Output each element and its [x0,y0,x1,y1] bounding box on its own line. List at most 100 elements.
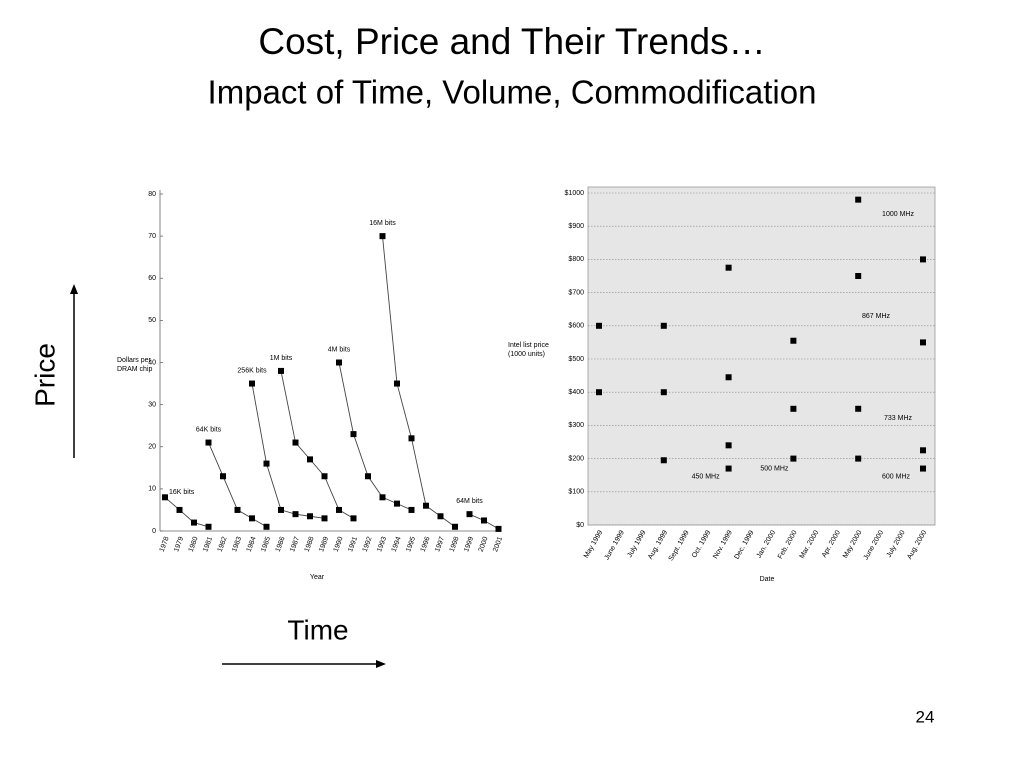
x-tick-label: 1998 [449,536,461,553]
x-tick-label: Aug. 1999 [647,529,669,560]
y-tick-label: $1000 [565,190,585,197]
data-point [660,322,667,329]
series-label: 450 MHz [692,473,721,480]
x-tick-label: Sept. 1999 [668,529,691,562]
y-tick-label: $700 [568,289,584,296]
y-tick-label: $800 [568,256,584,263]
x-tick-label: 2001 [492,536,504,553]
x-tick-label: 1980 [188,536,200,553]
data-point [920,339,926,346]
data-point [205,439,212,446]
data-point [307,456,313,463]
x-tick-label: Jan. 2000 [756,529,777,559]
y-tick-label: 40 [148,359,156,366]
x-tick-label: 1991 [347,536,359,553]
data-point [336,359,342,366]
y-tick-label: 20 [148,444,156,451]
data-point [379,494,386,501]
series-label: 16K bits [169,489,195,496]
x-tick-label: 1981 [202,536,214,553]
y-tick-label: $600 [568,323,584,330]
data-point [596,389,602,396]
data-point [350,515,357,522]
x-tick-label: 1983 [231,536,243,553]
data-point [725,442,732,449]
data-point [790,455,797,462]
series-label: 733 MHz [884,415,913,422]
data-point [423,502,429,509]
x-tick-label: 1986 [275,536,287,553]
data-point [350,431,357,438]
data-point [855,455,862,462]
data-point [725,264,732,271]
y-tick-label: 10 [148,486,156,493]
price-arrowhead [70,284,78,294]
x-tick-label: Nov. 1999 [712,529,734,560]
data-point [278,367,284,374]
y-tick-label: $500 [568,356,584,363]
x-tick-label: 1984 [246,536,258,553]
slide-title: Cost, Price and Their Trends… [258,21,765,62]
y-tick-label: $0 [576,522,584,529]
data-point [920,256,926,263]
series-label: 64K bits [196,426,222,433]
series-label: 500 MHz [760,465,789,472]
x-tick-label: Mar. 2000 [799,529,821,560]
series-line [164,496,209,528]
y-tick-label: 0 [152,528,156,535]
x-tick-label: May 1999 [583,529,604,559]
page-number: 24 [916,707,935,726]
slide-subtitle: Impact of Time, Volume, Commodification [208,74,817,111]
data-point [292,439,299,446]
x-tick-label: June 1999 [604,529,626,561]
x-tick-label: Dec. 1999 [734,529,756,560]
x-tick-label: 1988 [304,536,316,553]
data-point [379,233,386,240]
y-tick-label: $900 [568,223,584,230]
x-tick-label: 1993 [376,536,388,553]
data-point [321,473,328,480]
data-point [920,465,926,472]
data-point [466,511,473,518]
data-point [263,460,270,467]
data-point [162,494,168,501]
plot-background [587,186,936,526]
data-point [790,405,797,412]
x-tick-label: 1990 [333,536,345,553]
x-tick-label: May 2000 [842,529,863,559]
y-axis-title: Dollars per DRAM chip [117,357,153,373]
data-point [596,322,602,329]
data-point [249,380,255,387]
series-label: 1M bits [270,355,293,362]
data-point [394,380,400,387]
x-tick-label: 1978 [159,536,171,553]
data-point [220,473,226,480]
y-tick-label: 70 [148,233,156,240]
data-point [336,506,342,513]
data-point [191,519,197,526]
x-tick-label: 1999 [463,536,475,553]
x-tick-label: 1987 [289,536,301,553]
data-point [725,465,732,472]
series-label: 4M bits [328,346,351,353]
data-point [307,513,313,520]
data-point [278,506,284,513]
x-axis-title: Date [760,576,775,583]
data-point [790,337,797,344]
data-point [408,506,415,513]
data-point [855,273,862,279]
y-tick-label: 30 [148,401,156,408]
x-tick-label: Aug. 2000 [906,529,928,560]
series-line [208,442,267,528]
data-point [249,515,255,522]
y-tick-label: 50 [148,317,156,324]
y-tick-label: $100 [568,489,584,496]
series-line [251,383,325,519]
x-tick-label: 1995 [405,536,417,553]
x-tick-label: 2000 [478,536,490,553]
series-line [280,370,354,519]
series-label: 16M bits [369,220,396,227]
series-label: 1000 MHz [882,211,914,218]
